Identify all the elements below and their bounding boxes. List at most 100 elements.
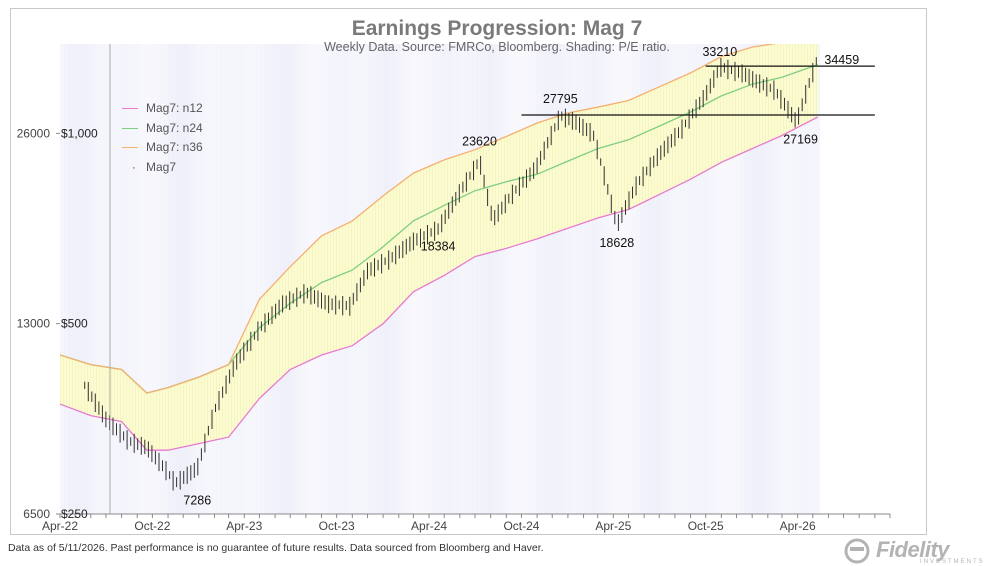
pe-shading-band (140, 44, 145, 514)
annotation-label: 23620 (462, 135, 497, 149)
x-tick-label: Apr-23 (226, 519, 262, 533)
pe-shading-band (768, 44, 773, 514)
pe-shading-band (620, 44, 625, 514)
pe-shading-band (176, 44, 181, 514)
band-fill (60, 44, 818, 451)
x-tick-label: Oct-22 (134, 519, 170, 533)
pe-shading-band (528, 44, 533, 514)
pe-shading-band (700, 44, 705, 514)
pe-shading-band (568, 44, 573, 514)
pe-shading-band (816, 44, 821, 514)
secondary-tick-label: $500 (61, 317, 88, 331)
x-tick-label: Oct-23 (319, 519, 355, 533)
pe-shading-band (636, 44, 641, 514)
pe-shading-band (488, 44, 493, 514)
pe-shading-band (440, 44, 445, 514)
pe-shading-band (252, 44, 257, 514)
pe-shading-band (564, 44, 569, 514)
pe-shading-band (776, 44, 781, 514)
annotation-label: 34459 (824, 53, 859, 67)
pe-shading-band (688, 44, 693, 514)
pe-shading-band (244, 44, 249, 514)
pe-shading-band (600, 44, 605, 514)
pe-shading-band (192, 44, 197, 514)
series-line-mag7-n12 (60, 116, 819, 451)
pe-shading-band (732, 44, 737, 514)
pe-shading-band (88, 44, 93, 514)
pe-shading-band (452, 44, 457, 514)
pe-shading-band (648, 44, 653, 514)
annotation-label: 33210 (702, 45, 737, 59)
pe-shading-band (496, 44, 501, 514)
pe-shading-band (580, 44, 585, 514)
pe-shading-band (788, 44, 793, 514)
pe-shading-band (160, 44, 165, 514)
pe-shading-band (180, 44, 185, 514)
x-tick-label: Oct-24 (503, 519, 539, 533)
annotation-label: 18628 (599, 236, 634, 250)
pe-shading-band (84, 44, 89, 514)
chart-title: Earnings Progression: Mag 7 (351, 17, 643, 40)
pe-shading-band (616, 44, 621, 514)
pe-shading-band (116, 44, 121, 514)
pe-shading-band (156, 44, 161, 514)
chart-canvas: Apr-22 Oct-22 Apr-23 Oct-23 Apr-24 Oct-24 Apr-… (17, 44, 891, 533)
pe-shading-band (132, 44, 137, 514)
pe-shading-band (68, 44, 73, 514)
x-tick-label: Apr-24 (411, 519, 447, 533)
pe-shading-band (204, 44, 209, 514)
pe-shading-band (172, 44, 177, 514)
pe-shading-band (200, 44, 205, 514)
pe-shading-band (152, 44, 157, 514)
pe-shading-band (756, 44, 761, 514)
pe-shading-band (196, 44, 201, 514)
y-tick-label: 13000 (17, 317, 51, 331)
pe-shading-band (752, 44, 757, 514)
pe-shading-band (468, 44, 473, 514)
pe-shading-band (212, 44, 217, 514)
pe-shading-band (812, 44, 817, 514)
pe-shading-band (472, 44, 477, 514)
legend-swatch (122, 127, 138, 129)
pe-shading-band (552, 44, 557, 514)
fidelity-logo[interactable]: Fidelity INVESTMENTS (842, 537, 992, 565)
pe-shading-band (168, 44, 173, 514)
series-lines (60, 44, 819, 451)
y-tick-label: 6500 (23, 507, 50, 521)
pe-shading-band (696, 44, 701, 514)
x-axis: Apr-22 Oct-22 Apr-23 Oct-23 Apr-24 Oct-24 Apr-… (42, 513, 891, 533)
pe-shading-band (220, 44, 225, 514)
legend-swatch (122, 108, 138, 109)
pe-shading-band (560, 44, 565, 514)
pe-shading-band (80, 44, 85, 514)
pe-shading-band (548, 44, 553, 514)
chart-subtitle: Weekly Data. Source: FMRCo, Bloomberg. S… (324, 40, 670, 54)
pe-shading-band (272, 44, 277, 514)
legend-marker: · (132, 161, 136, 174)
pe-shading-band (608, 44, 613, 514)
pe-shading-band (148, 44, 153, 514)
pe-shading-band (736, 44, 741, 514)
pe-shading-band (704, 44, 709, 514)
pe-shading-band (692, 44, 697, 514)
pe-shading-band (796, 44, 801, 514)
pe-shading-band (536, 44, 541, 514)
pe-shading-band (492, 44, 497, 514)
legend-swatch (122, 147, 138, 148)
band-area (60, 44, 818, 451)
pe-shading-band (104, 44, 109, 514)
reference-lines (521, 65, 875, 116)
pe-shading-band (544, 44, 549, 514)
pe-shading-band (808, 44, 813, 514)
pe-shading-band (224, 44, 229, 514)
pe-shading-band (652, 44, 657, 514)
x-tick-label: Oct-25 (688, 519, 724, 533)
pe-shading-band (680, 44, 685, 514)
pe-shading-band (748, 44, 753, 514)
pe-shading-band (500, 44, 505, 514)
pe-shading-band (236, 44, 241, 514)
pe-shading-band (592, 44, 597, 514)
fidelity-logo-text: Fidelity (876, 537, 950, 562)
y-tick-label: 26000 (17, 126, 51, 140)
annotation-label: 27795 (543, 92, 578, 106)
